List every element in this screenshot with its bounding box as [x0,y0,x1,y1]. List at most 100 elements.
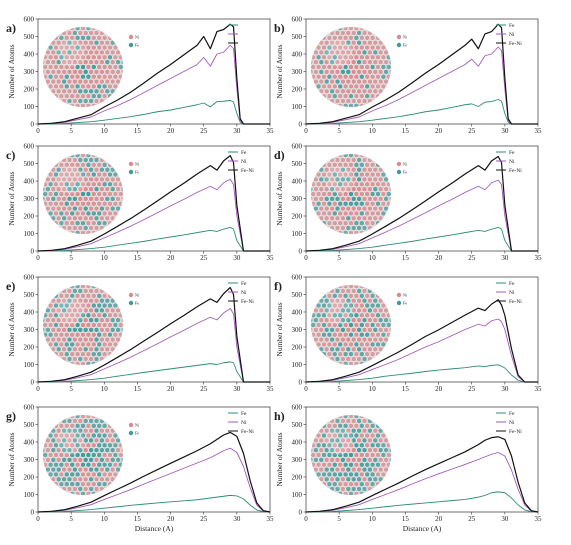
ni-atom [115,186,121,192]
fe-atom [375,312,381,319]
fe-atom [388,457,391,463]
fe-atom [77,447,84,453]
ni-atom [69,171,75,178]
ni-atom [82,297,89,304]
fe-atom [375,461,381,468]
ni-atom [80,302,86,309]
ni-atom [88,288,94,294]
ni-atom [364,35,370,41]
ni-atom [337,220,343,226]
ni-atom [326,312,333,319]
fe-atom [82,437,89,444]
ni-atom [315,432,322,439]
fe-atom [323,307,330,314]
ni-atom [72,215,78,222]
fe-atom [96,461,102,468]
fe-atom [53,191,59,197]
ni-atom [361,157,368,163]
ni-atom [364,452,370,458]
ni-atom [99,176,105,183]
fe-atom [375,442,381,449]
ni-atom [361,418,368,424]
ni-atom [77,39,84,46]
ni-atom [334,447,341,453]
ni-atom [356,457,362,463]
ni-atom [88,186,94,192]
ni-atom [45,69,51,75]
ni-atom [367,39,373,46]
ni-atom [53,73,59,80]
fe-atom [109,327,116,333]
ni-atom [359,93,365,99]
fe-atom [369,442,376,449]
fe-atom [93,447,100,453]
ni-atom [112,200,119,207]
fe-atom [91,423,97,429]
ni-atom [112,191,119,197]
ni-atom [77,466,84,473]
ni-atom [359,181,365,188]
ni-atom [104,476,111,483]
fe-atom [342,200,349,207]
fe-atom [348,200,354,207]
fe-atom [361,49,368,56]
ni-atom [88,427,94,434]
ni-atom [326,54,333,61]
ni-atom [91,83,97,90]
fe-atom [361,447,368,453]
ni-atom [372,176,379,183]
fe-atom [82,418,89,424]
fe-atom [353,312,360,319]
ni-atom [375,54,381,61]
fe-atom [372,49,379,56]
ni-atom [85,93,92,99]
ni-atom [58,162,65,168]
series-line-fe-ni [37,431,271,513]
fe-atom [345,297,352,304]
ni-atom [332,331,338,338]
ni-atom [85,54,92,61]
x-tick-label: 20 [435,127,443,135]
x-tick-label: 5 [69,515,73,523]
ni-atom [85,491,92,495]
nanoparticle-image [311,285,391,365]
x-tick-label: 0 [304,385,308,393]
ni-atom [80,83,86,90]
ni-atom [380,54,387,61]
ni-atom [350,205,357,212]
fe-atom [356,30,362,36]
fe-atom [388,447,391,453]
fe-atom [101,220,108,226]
ni-atom [329,205,335,212]
fe-atom [93,346,100,353]
fe-atom [337,442,343,449]
inset-legend-marker [128,42,134,48]
ni-atom [96,171,102,178]
y-axis-label: Number of Atoms [275,302,284,356]
ni-atom [377,196,384,202]
ni-atom [367,317,373,323]
ni-atom [350,69,357,75]
inset-legend-label: Ni [135,423,140,428]
ni-atom [64,35,70,41]
fe-atom [47,331,54,338]
ni-atom [334,98,341,104]
ni-atom [43,64,48,70]
ni-atom [337,481,343,487]
ni-atom [93,59,100,65]
ni-atom [72,418,78,424]
x-tick-label: 30 [501,385,509,393]
ni-atom [356,88,362,95]
ni-atom [372,427,379,434]
fe-atom [112,442,119,449]
ni-atom [69,322,75,328]
fe-atom [367,427,373,434]
ni-atom [311,59,314,65]
ni-atom [104,78,111,85]
ni-atom [348,73,354,80]
fe-atom [323,447,330,453]
fe-atom [348,322,354,328]
ni-atom [367,327,373,333]
ni-atom [348,35,354,41]
